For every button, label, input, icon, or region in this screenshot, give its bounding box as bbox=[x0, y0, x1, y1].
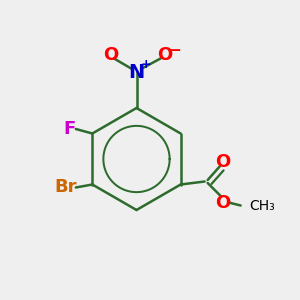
Text: O: O bbox=[103, 46, 118, 64]
Text: O: O bbox=[215, 194, 230, 211]
Text: +: + bbox=[140, 58, 151, 71]
Text: CH₃: CH₃ bbox=[250, 199, 275, 212]
Text: $\mathregular{N}$: $\mathregular{N}$ bbox=[128, 62, 145, 82]
Text: O: O bbox=[158, 46, 172, 64]
Text: −: − bbox=[169, 44, 181, 59]
Text: Br: Br bbox=[54, 178, 76, 196]
Text: O: O bbox=[215, 153, 230, 171]
Text: F: F bbox=[64, 120, 76, 138]
